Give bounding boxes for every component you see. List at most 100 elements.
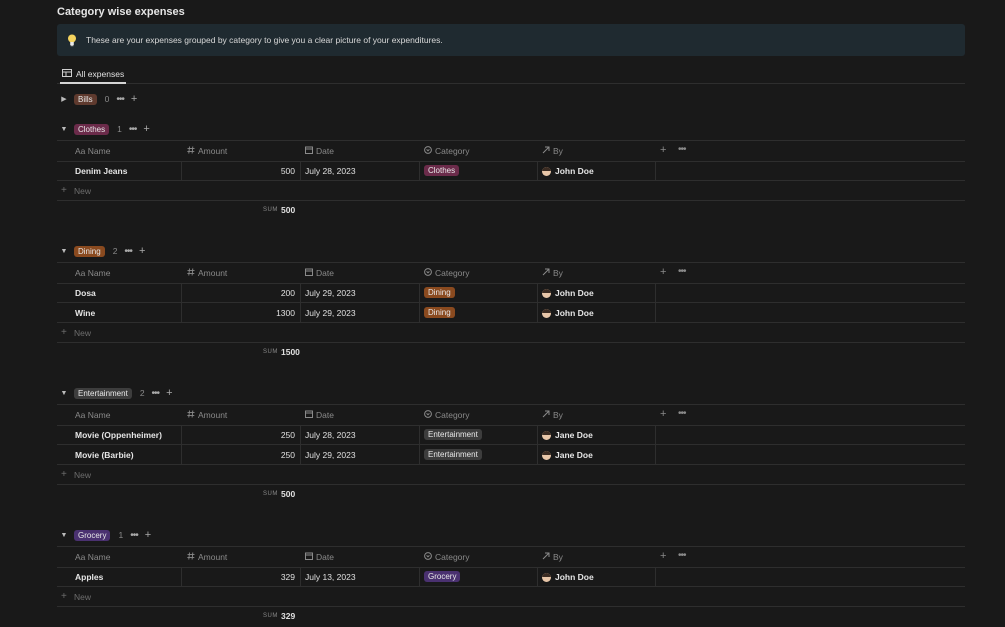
column-category[interactable]: Category [424,552,470,562]
row-amount[interactable]: 1300 [276,308,295,318]
more-icon[interactable]: ••• [116,93,124,105]
category-type-icon [424,410,432,420]
add-icon[interactable]: + [143,123,150,135]
column-more-icon[interactable]: ••• [678,266,686,277]
column-category[interactable]: Category [424,146,470,156]
column-more-icon[interactable]: ••• [678,144,686,155]
column-name[interactable]: Aa Name [75,146,110,156]
row-category[interactable]: Dining [424,307,455,318]
table-row[interactable]: Movie (Barbie) 250 July 29, 2023 Entertainm… [57,445,965,465]
sum-label: SUM [263,491,278,497]
row-by[interactable]: John Doe [542,308,594,318]
group-tag: Dining [74,245,105,257]
add-column-icon[interactable]: + [660,550,667,562]
row-date[interactable]: July 29, 2023 [305,450,356,460]
row-name[interactable]: Denim Jeans [75,166,128,176]
add-icon[interactable]: + [166,387,173,399]
row-date[interactable]: July 13, 2023 [305,572,356,582]
caret-right-icon[interactable]: ▶ [61,96,67,103]
category-type-icon [424,146,432,156]
row-date[interactable]: July 28, 2023 [305,430,356,440]
category-type-icon [424,552,432,562]
row-name[interactable]: Movie (Barbie) [75,450,134,460]
more-icon[interactable]: ••• [128,123,137,135]
column-more-icon[interactable]: ••• [678,408,686,419]
caret-down-icon[interactable]: ▼ [60,247,68,255]
column-amount[interactable]: Amount [187,268,227,278]
column-date[interactable]: Date [305,552,334,562]
row-amount[interactable]: 250 [280,450,295,460]
row-category[interactable]: Dining [424,287,455,298]
caret-down-icon[interactable]: ▼ [60,531,68,539]
caret-down-icon[interactable]: ▼ [60,125,68,133]
date-type-icon [305,268,313,278]
column-by[interactable]: By [542,552,563,562]
row-date[interactable]: July 29, 2023 [305,308,356,318]
row-by[interactable]: John Doe [542,572,594,582]
new-row-button[interactable]: + New [57,323,965,343]
row-amount[interactable]: 200 [280,288,295,298]
column-amount[interactable]: Amount [187,552,227,562]
add-column-icon[interactable]: + [660,144,667,156]
column-name[interactable]: Aa Name [75,552,110,562]
new-row-button[interactable]: + New [57,465,965,485]
column-by[interactable]: By [542,146,563,156]
column-category[interactable]: Category [424,268,470,278]
row-name[interactable]: Movie (Oppenheimer) [75,430,162,440]
row-by[interactable]: Jane Doe [542,450,593,460]
tab-all-expenses[interactable]: All expenses [60,65,127,84]
column-amount[interactable]: Amount [187,146,227,156]
column-label: Date [316,146,334,156]
column-label: By [553,410,563,420]
row-by[interactable]: John Doe [542,288,594,298]
column-name[interactable]: Aa Name [75,268,110,278]
table-row[interactable]: Denim Jeans 500 July 28, 2023 Clothes John D… [57,161,965,181]
table-row[interactable]: Dosa 200 July 29, 2023 Dining John Doe [57,283,965,303]
column-amount[interactable]: Amount [187,410,227,420]
row-category[interactable]: Entertainment [424,429,482,440]
row-date[interactable]: July 29, 2023 [305,288,356,298]
column-name[interactable]: Aa Name [75,410,110,420]
add-column-icon[interactable]: + [660,266,667,278]
column-label: Date [316,552,334,562]
row-category[interactable]: Grocery [424,571,461,582]
table-row[interactable]: Movie (Oppenheimer) 250 July 28, 2023 Enter… [57,425,965,445]
column-category[interactable]: Category [424,410,470,420]
row-by[interactable]: Jane Doe [542,430,593,440]
row-amount[interactable]: 250 [280,430,295,440]
more-icon[interactable]: ••• [124,245,132,257]
column-date[interactable]: Date [305,146,334,156]
row-date[interactable]: July 28, 2023 [305,166,356,176]
row-by[interactable]: John Doe [542,166,594,176]
column-more-icon[interactable]: ••• [678,550,686,561]
column-header: Aa Name Amount Date Category By + ••• [57,404,965,426]
add-column-icon[interactable]: + [660,408,667,420]
row-name[interactable]: Wine [75,308,96,318]
category-tag: Dining [424,287,455,298]
row-name[interactable]: Dosa [75,288,96,298]
column-by[interactable]: By [542,410,563,420]
plus-icon: + [61,469,67,480]
plus-icon: + [61,185,67,196]
row-amount[interactable]: 500 [280,166,295,176]
new-row-button[interactable]: + New [57,587,965,607]
table-row[interactable]: Wine 1300 July 29, 2023 Dining John Doe [57,303,965,323]
avatar [542,572,551,582]
add-icon[interactable]: + [130,93,138,105]
column-date[interactable]: Date [305,410,334,420]
table-row[interactable]: Apples 329 July 13, 2023 Grocery John Doe [57,567,965,587]
row-name[interactable]: Apples [75,572,104,582]
more-icon[interactable]: ••• [130,529,138,541]
column-label: Amount [198,268,228,278]
add-icon[interactable]: + [138,245,146,257]
row-amount[interactable]: 329 [280,572,295,582]
sum-row: SUM 329 [57,607,965,627]
row-category[interactable]: Entertainment [424,449,482,460]
new-row-button[interactable]: + New [57,181,965,201]
column-by[interactable]: By [542,268,563,278]
more-icon[interactable]: ••• [151,387,160,399]
column-date[interactable]: Date [305,268,334,278]
caret-down-icon[interactable]: ▼ [60,389,68,397]
row-category[interactable]: Clothes [424,165,460,176]
column-label: Aa Name [75,146,111,156]
